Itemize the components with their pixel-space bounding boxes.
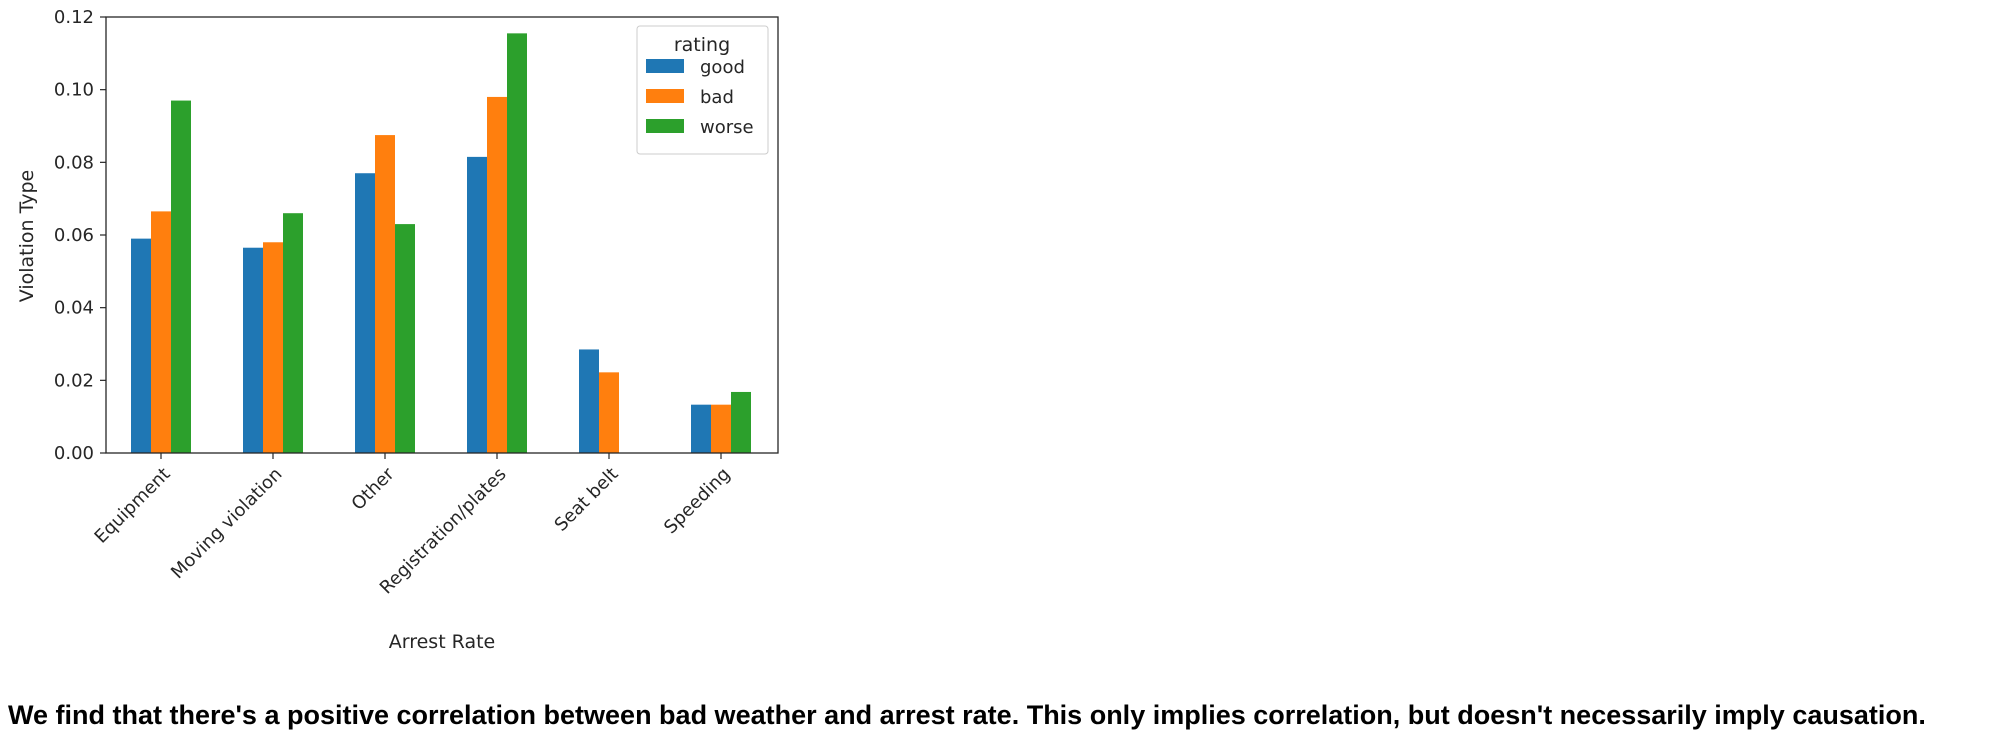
bar-bad-0 (151, 211, 171, 453)
y-tick-label: 0.08 (54, 152, 94, 173)
y-tick-label: 0.12 (54, 7, 94, 28)
bar-good-4 (579, 349, 599, 453)
x-tick-label: Equipment (91, 464, 175, 548)
x-tick-label: Seat belt (550, 464, 622, 536)
bar-bad-5 (711, 404, 731, 453)
legend-label-worse: worse (700, 117, 754, 138)
bar-worse-3 (507, 33, 527, 453)
bars-layer (131, 33, 751, 454)
caption-text: We find that there's a positive correlat… (8, 700, 1926, 730)
y-axis: 0.00 0.02 0.04 0.06 0.08 0.10 0.12 (54, 7, 106, 464)
bar-bad-3 (487, 96, 507, 453)
y-axis-label: Violation Type (16, 170, 38, 302)
bar-good-1 (243, 247, 263, 453)
y-tick-label: 0.00 (54, 443, 94, 464)
legend-swatch-worse (646, 119, 684, 133)
legend-label-bad: bad (700, 87, 734, 108)
legend-title: rating (674, 34, 730, 56)
x-tick-label: Registration/plates (376, 464, 511, 599)
bar-worse-0 (171, 100, 191, 454)
legend-label-good: good (700, 57, 745, 78)
x-tick-label: Moving violation (167, 464, 286, 583)
y-tick-label: 0.10 (54, 80, 94, 101)
bar-bad-1 (263, 242, 283, 453)
y-tick-label: 0.04 (54, 298, 94, 319)
bar-bad-2 (375, 135, 395, 454)
bar-good-3 (467, 156, 487, 453)
chart-svg: 0.00 0.02 0.04 0.06 0.08 0.10 0.12 EquipmentMo… (16, 7, 779, 653)
y-tick-label: 0.06 (54, 225, 94, 246)
legend-swatch-bad (646, 89, 684, 103)
x-tick-label: Other (348, 463, 399, 514)
bar-good-0 (131, 238, 151, 453)
legend: rating good bad worse (636, 25, 769, 155)
bar-good-5 (691, 404, 711, 453)
bar-bad-4 (599, 372, 619, 453)
bar-worse-2 (395, 224, 415, 453)
bar-good-2 (355, 173, 375, 453)
x-tick-label: Speeding (660, 464, 734, 538)
bar-worse-1 (283, 213, 303, 453)
bar-worse-5 (731, 391, 751, 453)
legend-swatch-good (646, 59, 684, 73)
bar-chart-figure: 0.00 0.02 0.04 0.06 0.08 0.10 0.12 Equipment Mo… (0, 0, 800, 655)
x-axis-label: Arrest Rate (389, 631, 496, 653)
y-tick-label: 0.02 (54, 370, 94, 391)
